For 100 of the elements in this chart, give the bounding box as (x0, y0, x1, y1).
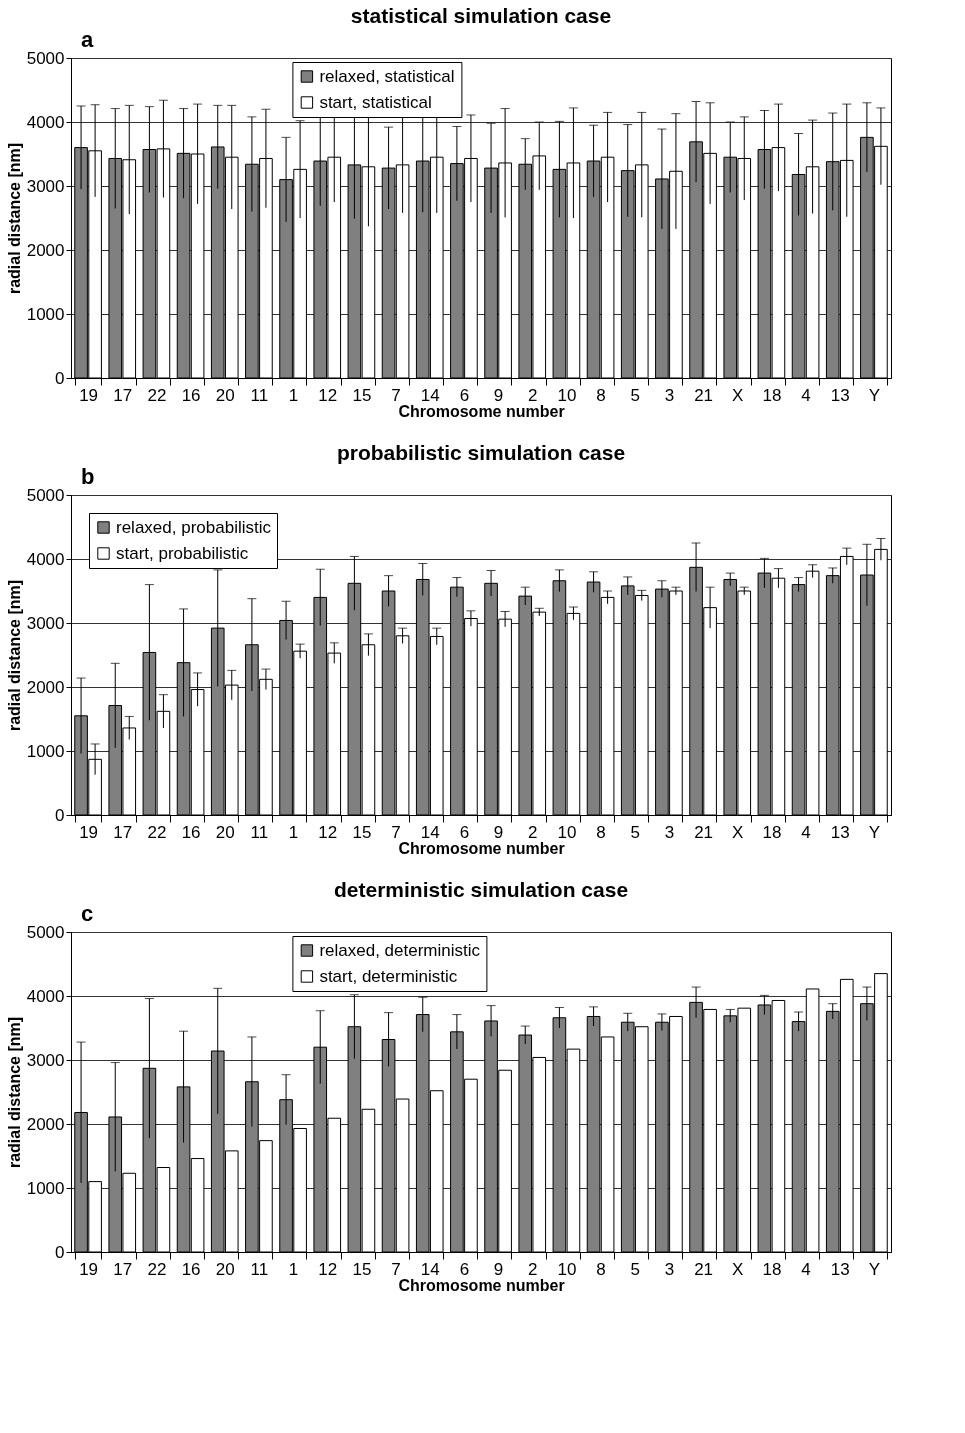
x-tick-label: 22 (147, 1259, 167, 1279)
chart-title: deterministic simulation case (333, 878, 629, 901)
y-tick-label: 0 (55, 1242, 65, 1262)
x-tick-label: 18 (762, 822, 782, 842)
x-tick-label: 19 (79, 385, 99, 405)
y-tick-label: 2000 (26, 1114, 65, 1134)
x-tick-label: 16 (181, 385, 201, 405)
x-tick-label: 16 (181, 1259, 201, 1279)
y-tick-label: 5000 (26, 48, 65, 68)
x-tick-label: 17 (113, 1259, 133, 1279)
y-tick-label: 1000 (26, 304, 65, 324)
x-tick-label: 21 (694, 385, 714, 405)
legend-label: relaxed, deterministic (319, 940, 481, 960)
y-axis-title: radial distance [nm] (5, 579, 23, 732)
x-tick-label: 14 (420, 385, 440, 405)
y-tick-label: 4000 (26, 112, 65, 132)
x-tick-label: 15 (352, 1259, 372, 1279)
x-tick-label: 5 (630, 385, 640, 405)
y-tick-label: 3000 (26, 176, 65, 196)
x-tick-label: 10 (557, 385, 577, 405)
y-tick-label: 1000 (26, 741, 65, 761)
x-tick-label: 1 (288, 1259, 299, 1279)
x-tick-label: 7 (391, 385, 401, 405)
legend-label: start, probabilistic (116, 543, 249, 563)
x-tick-label: 2 (528, 1259, 538, 1279)
x-tick-label: 22 (147, 385, 167, 405)
x-tick-label: 6 (459, 385, 470, 405)
y-tick-label: 2000 (26, 677, 65, 697)
x-tick-label: 20 (215, 822, 235, 842)
x-tick-label: 3 (664, 385, 675, 405)
x-tick-label: 21 (694, 822, 714, 842)
x-tick-label: 7 (391, 1259, 401, 1279)
y-tick-label: 3000 (26, 1050, 65, 1070)
x-tick-label: 14 (420, 822, 440, 842)
y-tick-label: 1000 (26, 1178, 65, 1198)
x-tick-label: 18 (762, 385, 782, 405)
x-tick-label: 5 (630, 1259, 640, 1279)
x-tick-label: 3 (664, 822, 675, 842)
x-tick-label: 22 (147, 822, 167, 842)
x-tick-label: 6 (459, 1259, 470, 1279)
legend-label: start, statistical (319, 92, 432, 112)
y-axis-title: radial distance [nm] (5, 142, 23, 295)
x-tick-label: 21 (694, 1259, 714, 1279)
chart-title: statistical simulation case (350, 4, 612, 27)
text: b (81, 464, 95, 489)
x-tick-label: Y (868, 1259, 881, 1279)
x-tick-label: X (732, 385, 744, 405)
x-tick-label: 12 (318, 1259, 338, 1279)
x-tick-label: 1 (288, 822, 299, 842)
x-tick-label: 20 (215, 1259, 235, 1279)
x-tick-label: 1 (288, 385, 299, 405)
y-axis-title: radial distance [nm] (5, 1016, 23, 1169)
x-tick-label: Y (868, 822, 881, 842)
x-tick-label: 14 (420, 1259, 440, 1279)
x-tick-label: 13 (830, 822, 850, 842)
legend-label: start, deterministic (319, 966, 458, 986)
x-tick-label: X (732, 822, 744, 842)
x-tick-label: 4 (801, 385, 811, 405)
x-tick-label: 6 (459, 822, 470, 842)
x-tick-label: 9 (493, 822, 504, 842)
x-axis-title: Chromosome number (398, 402, 565, 420)
x-tick-label: 2 (528, 822, 538, 842)
x-tick-label: 4 (801, 1259, 811, 1279)
y-tick-label: 4000 (26, 549, 65, 569)
x-tick-label: 8 (596, 822, 606, 842)
x-tick-label: 8 (596, 1259, 606, 1279)
x-tick-label: 8 (596, 385, 606, 405)
x-tick-label: 20 (215, 385, 235, 405)
y-tick-label: 0 (55, 368, 65, 388)
y-tick-label: 0 (55, 805, 65, 825)
x-tick-label: 10 (557, 822, 577, 842)
x-axis-title: Chromosome number (398, 1276, 565, 1294)
x-tick-label: 10 (557, 1259, 577, 1279)
y-tick-label: 5000 (26, 485, 65, 505)
y-tick-label: 4000 (26, 986, 65, 1006)
y-tick-label: 5000 (26, 922, 65, 942)
x-tick-label: 9 (493, 385, 504, 405)
x-tick-label: Y (868, 385, 881, 405)
x-tick-label: 11 (250, 1259, 269, 1279)
y-tick-label: 3000 (26, 613, 65, 633)
x-axis-title: Chromosome number (398, 839, 565, 857)
x-tick-label: 7 (391, 822, 401, 842)
x-tick-label: 18 (762, 1259, 782, 1279)
legend-label: relaxed, probabilistic (116, 517, 272, 537)
x-tick-label: 12 (318, 822, 338, 842)
x-tick-label: 16 (181, 822, 201, 842)
x-tick-label: 12 (318, 385, 338, 405)
x-tick-label: 4 (801, 822, 811, 842)
text: a (81, 27, 94, 52)
x-tick-label: 13 (830, 385, 850, 405)
x-tick-label: 17 (113, 385, 133, 405)
x-tick-label: 9 (493, 1259, 504, 1279)
text: c (81, 901, 94, 926)
y-tick-label: 2000 (26, 240, 65, 260)
x-tick-label: 11 (250, 385, 269, 405)
x-tick-label: 3 (664, 1259, 675, 1279)
legend-label: relaxed, statistical (319, 66, 455, 86)
x-tick-label: X (732, 1259, 744, 1279)
x-tick-label: 5 (630, 822, 640, 842)
x-tick-label: 17 (113, 822, 133, 842)
